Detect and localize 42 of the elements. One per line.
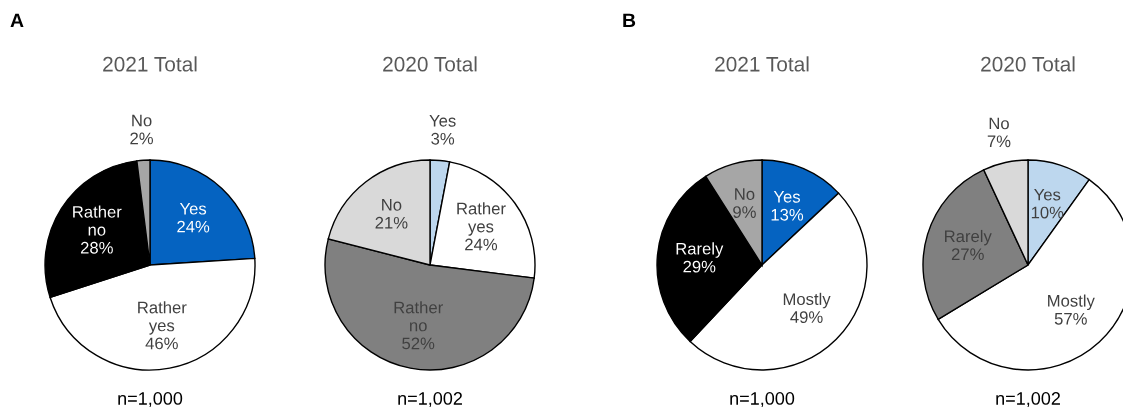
slice-label: No xyxy=(989,117,1009,130)
slice-label: Mostly xyxy=(783,292,831,309)
chart-title: 2020 Total xyxy=(383,56,477,72)
data-label: 21% xyxy=(375,216,408,229)
data-label: 2% xyxy=(130,132,154,145)
data-label: 3% xyxy=(431,132,455,145)
chart-title: 2021 Total xyxy=(103,56,197,72)
text: n=1,000 xyxy=(730,392,795,407)
data-label: 52% xyxy=(402,337,435,350)
chart-title: 2021 Total xyxy=(715,56,809,72)
slice-label: Rarely xyxy=(945,229,992,246)
data-label: 24% xyxy=(465,238,498,251)
slice-label: No xyxy=(382,199,402,211)
data-label: 57% xyxy=(1054,312,1087,325)
data-label: 9% xyxy=(733,206,756,218)
data-label: 7% xyxy=(987,135,1011,148)
slice-label: Yes xyxy=(429,115,456,127)
data-label: 28% xyxy=(80,241,113,254)
slice-label: Yes xyxy=(1034,188,1061,201)
chart-title: 2020 Total xyxy=(981,56,1075,72)
slice-label: Rarely xyxy=(676,242,724,258)
slice-label: Yes xyxy=(773,191,801,203)
slice-label: Yes xyxy=(179,202,207,215)
text: A xyxy=(10,13,24,28)
slice-label: No xyxy=(735,188,755,200)
data-label: 29% xyxy=(683,260,716,273)
slice-label: Rather no xyxy=(394,301,443,332)
text: n=1,002 xyxy=(996,392,1060,407)
text: B xyxy=(623,13,636,28)
slice-label: Mostly xyxy=(1048,294,1095,311)
slice-label: Rather yes xyxy=(138,301,187,335)
slice-label: Rather yes xyxy=(457,202,506,236)
text: n=1,000 xyxy=(118,392,183,407)
text: n=1,002 xyxy=(398,392,462,407)
data-label: 49% xyxy=(790,311,823,323)
data-label: 27% xyxy=(951,248,984,261)
slice-label: Rather no xyxy=(73,205,122,236)
data-label: 13% xyxy=(771,208,804,221)
data-label: 10% xyxy=(1031,206,1064,219)
slice-label: No xyxy=(132,114,152,127)
data-label: 46% xyxy=(145,337,178,350)
data-label: 24% xyxy=(177,220,210,233)
